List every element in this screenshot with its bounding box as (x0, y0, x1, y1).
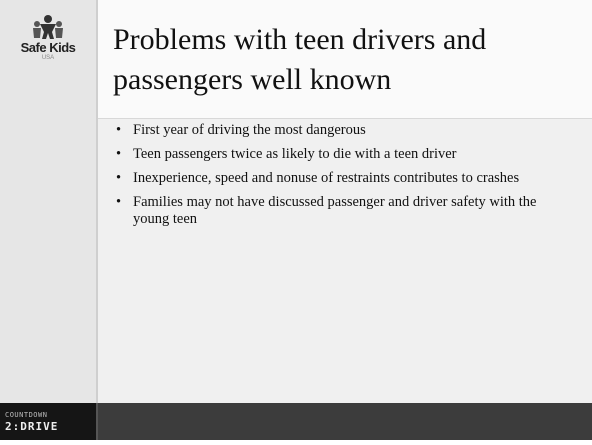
bullet: Inexperience, speed and nonuse of restra… (116, 170, 556, 187)
logo-name: Safe Kids (20, 40, 76, 55)
footer-text: COUNTDOWN (5, 411, 48, 419)
bottom-line (0, 440, 592, 445)
slide-title: Problems with teen drivers and passenger… (113, 23, 487, 96)
footer-logo: COUNTDOWN 2:DRIVE (0, 403, 98, 440)
footer-text: 2:DRIVE (5, 420, 59, 433)
bullet: First year of driving the most dangerous (116, 122, 556, 139)
bullet-list: First year of driving the most dangerous… (116, 122, 556, 235)
logo-icon (33, 15, 63, 39)
sidebar (0, 0, 98, 403)
logo: Safe Kids USA (4, 14, 92, 61)
bullet: Teen passengers twice as likely to die w… (116, 146, 556, 163)
header (98, 0, 592, 119)
logo-sub: USA (41, 55, 55, 61)
bullet: Families may not have discussed passenge… (116, 194, 556, 228)
footer: COUNTDOWN 2:DRIVE (0, 403, 592, 440)
